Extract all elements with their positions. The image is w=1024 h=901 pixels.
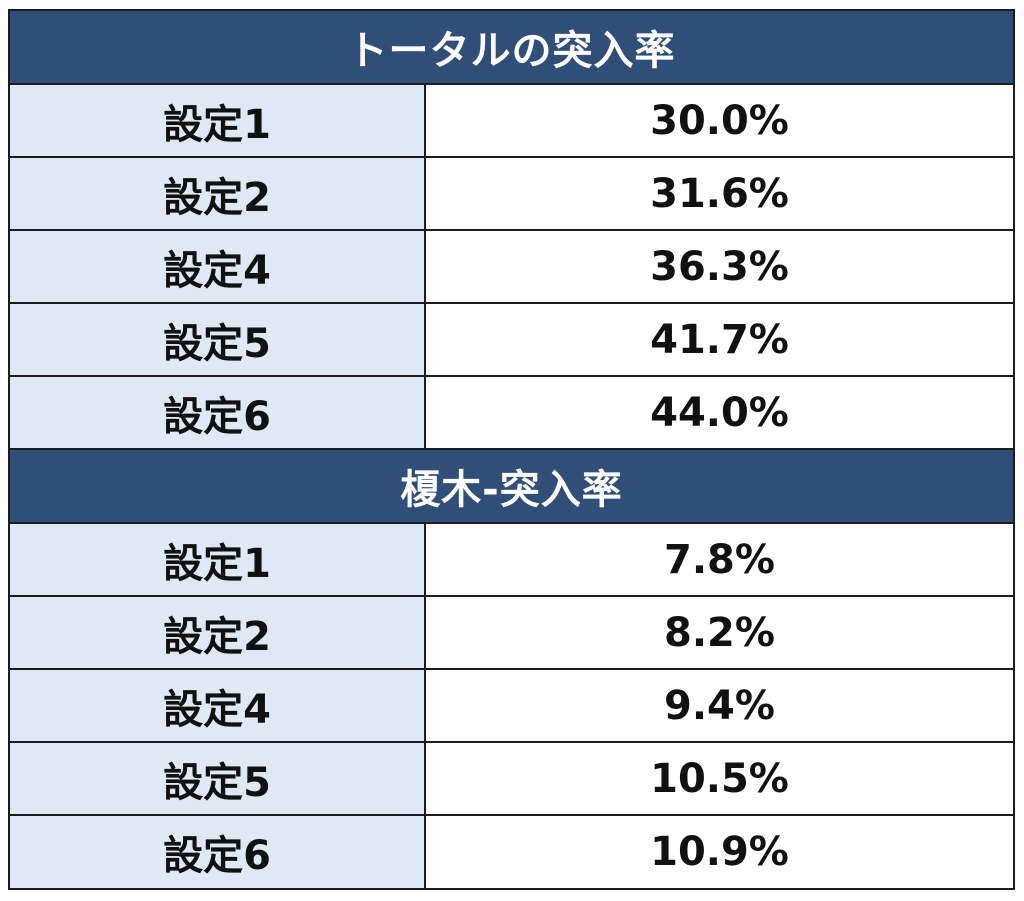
rate-value: 9.4% [426,670,1013,741]
setting-label: 設定5 [10,743,426,814]
setting-label: 設定1 [10,85,426,156]
rate-value: 10.5% [426,743,1013,814]
setting-label: 設定2 [10,597,426,668]
entry-rate-table: トータルの突入率 設定1 30.0% 設定2 31.6% 設定4 36.3% 設… [8,9,1015,890]
table-row: 設定4 36.3% [10,231,1013,304]
table-row: 設定5 41.7% [10,304,1013,377]
setting-label: 設定6 [10,816,426,888]
table-row: 設定4 9.4% [10,670,1013,743]
table-row: 設定1 7.8% [10,524,1013,597]
table-row: 設定1 30.0% [10,85,1013,158]
section-header-total: トータルの突入率 [10,11,1013,85]
setting-label: 設定5 [10,304,426,375]
setting-label: 設定2 [10,158,426,229]
rate-value: 41.7% [426,304,1013,375]
setting-label: 設定1 [10,524,426,595]
rate-value: 31.6% [426,158,1013,229]
table-row: 設定6 10.9% [10,816,1013,888]
rate-value: 7.8% [426,524,1013,595]
rate-value: 8.2% [426,597,1013,668]
rate-value: 30.0% [426,85,1013,156]
setting-label: 設定4 [10,670,426,741]
setting-label: 設定6 [10,377,426,448]
rate-value: 36.3% [426,231,1013,302]
section-header-enoki: 榎木-突入率 [10,450,1013,524]
table-row: 設定5 10.5% [10,743,1013,816]
rate-value: 10.9% [426,816,1013,888]
table-row: 設定6 44.0% [10,377,1013,450]
table-row: 設定2 8.2% [10,597,1013,670]
table-row: 設定2 31.6% [10,158,1013,231]
rate-value: 44.0% [426,377,1013,448]
setting-label: 設定4 [10,231,426,302]
